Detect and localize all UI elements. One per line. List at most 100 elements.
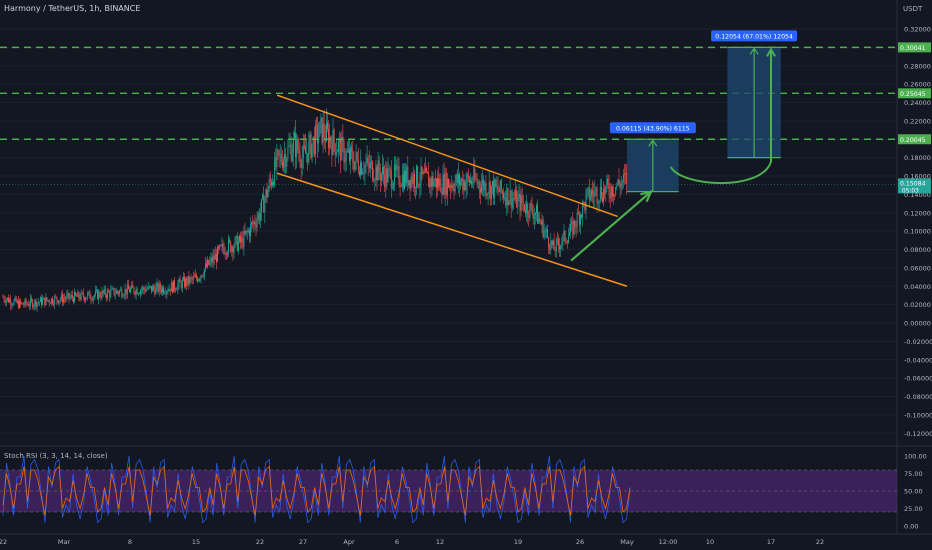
candle-body xyxy=(104,288,106,296)
candle-body xyxy=(26,303,28,305)
candle-body xyxy=(408,180,410,186)
candle-body xyxy=(212,255,214,263)
candle-body xyxy=(272,182,273,186)
candle-body xyxy=(620,182,622,189)
candle-body xyxy=(44,297,46,305)
candle-body xyxy=(477,181,479,184)
candle-body xyxy=(306,153,308,154)
candle-body xyxy=(503,192,504,199)
price-axis[interactable]: 0.320000.300000.280000.260000.240000.220… xyxy=(904,26,932,438)
candle-body xyxy=(361,162,363,175)
trend-arrow[interactable] xyxy=(570,190,652,262)
candle-body xyxy=(303,145,305,148)
candle-body xyxy=(430,178,432,187)
candle-body xyxy=(59,299,61,301)
candle-body xyxy=(67,292,69,295)
candle-body xyxy=(369,162,371,169)
candle-body xyxy=(426,168,427,172)
candle-body xyxy=(531,204,533,213)
candle-body xyxy=(298,150,300,154)
candle-body xyxy=(341,136,343,161)
price-tick-label: -0.08000 xyxy=(904,393,932,401)
projection-curve-arrow[interactable] xyxy=(669,51,772,185)
candle-body xyxy=(270,181,272,186)
candle-body xyxy=(52,298,53,304)
candle-body xyxy=(75,292,77,296)
candle-body xyxy=(316,124,317,126)
candle-body xyxy=(309,134,311,142)
candle-body xyxy=(529,203,531,218)
stoch-d-line[interactable] xyxy=(2,465,631,516)
candle-body xyxy=(310,134,312,158)
candle-body xyxy=(388,168,390,170)
candle-body xyxy=(551,240,553,246)
candle-body xyxy=(334,143,336,156)
candle-body xyxy=(424,168,426,173)
time-tick-label: 22 xyxy=(0,538,7,546)
candle-body xyxy=(618,179,620,184)
candle-body xyxy=(19,300,20,308)
candle-body xyxy=(13,300,15,305)
descending-channel[interactable] xyxy=(276,94,628,287)
candle-body xyxy=(617,179,619,186)
candle-body xyxy=(471,180,473,184)
time-tick-label: 15 xyxy=(192,538,200,546)
time-tick-label: Mar xyxy=(58,538,71,546)
range-label-text: 0.12054 (67.01%) 12054 xyxy=(715,33,793,40)
candle-body xyxy=(461,178,463,182)
candle-body xyxy=(312,136,314,144)
candle-body xyxy=(244,231,246,234)
stoch-k-line[interactable] xyxy=(2,455,631,524)
candle-body xyxy=(622,173,624,182)
time-tick-label: 12:00 xyxy=(659,538,678,546)
channel-line[interactable] xyxy=(276,172,628,287)
candle-body xyxy=(433,182,435,187)
candle-body xyxy=(473,168,475,184)
price-tick-label: 0.32000 xyxy=(904,26,931,34)
candle-body xyxy=(561,243,563,246)
stoch-rsi-pane[interactable] xyxy=(0,455,897,524)
candle-body xyxy=(208,259,210,265)
candle-body xyxy=(562,234,564,244)
candle-body xyxy=(378,160,380,173)
candle-body xyxy=(387,169,389,183)
symbol-title[interactable]: Harmony / TetherUS, 1h, BINANCE xyxy=(4,4,140,13)
candlestick-series[interactable] xyxy=(2,108,628,312)
price-tick-label: -0.10000 xyxy=(904,411,932,419)
candle-body xyxy=(34,300,36,306)
candle-body xyxy=(211,257,213,263)
candle-body xyxy=(184,277,185,287)
arrow-drawings[interactable] xyxy=(570,47,776,262)
candle-body xyxy=(284,153,286,160)
candle-body xyxy=(105,295,107,298)
time-axis[interactable]: 22 Mar 8 15 22 27 Apr 6 12 19 26 May 12:00 10 17 22 xyxy=(0,538,824,546)
candle-body xyxy=(510,190,512,208)
candle-body xyxy=(320,117,322,122)
level-price-label: 0.20045 xyxy=(900,137,926,144)
candle-body xyxy=(180,282,182,289)
channel-line[interactable] xyxy=(276,94,618,218)
candle-body xyxy=(156,283,158,287)
candle-body xyxy=(5,299,7,303)
candle-body xyxy=(155,286,157,295)
candle-body xyxy=(160,289,162,293)
candle-body xyxy=(186,278,188,285)
candle-body xyxy=(182,277,184,281)
candle-body xyxy=(135,289,137,295)
candle-body xyxy=(457,174,459,184)
candle-body xyxy=(575,226,577,228)
candle-body xyxy=(63,298,64,303)
candle-body xyxy=(363,172,365,173)
candle-body xyxy=(421,166,423,174)
candle-body xyxy=(136,289,138,295)
stoch-rsi-title[interactable]: Stoch RSI (3, 3, 14, 14, close) xyxy=(4,452,108,460)
candle-body xyxy=(521,195,523,204)
candle-body xyxy=(242,237,244,248)
candle-body xyxy=(360,162,361,176)
candle-body xyxy=(147,285,149,290)
candle-body xyxy=(195,275,196,278)
time-tick-label: May xyxy=(620,538,634,546)
candle-body xyxy=(201,275,203,277)
